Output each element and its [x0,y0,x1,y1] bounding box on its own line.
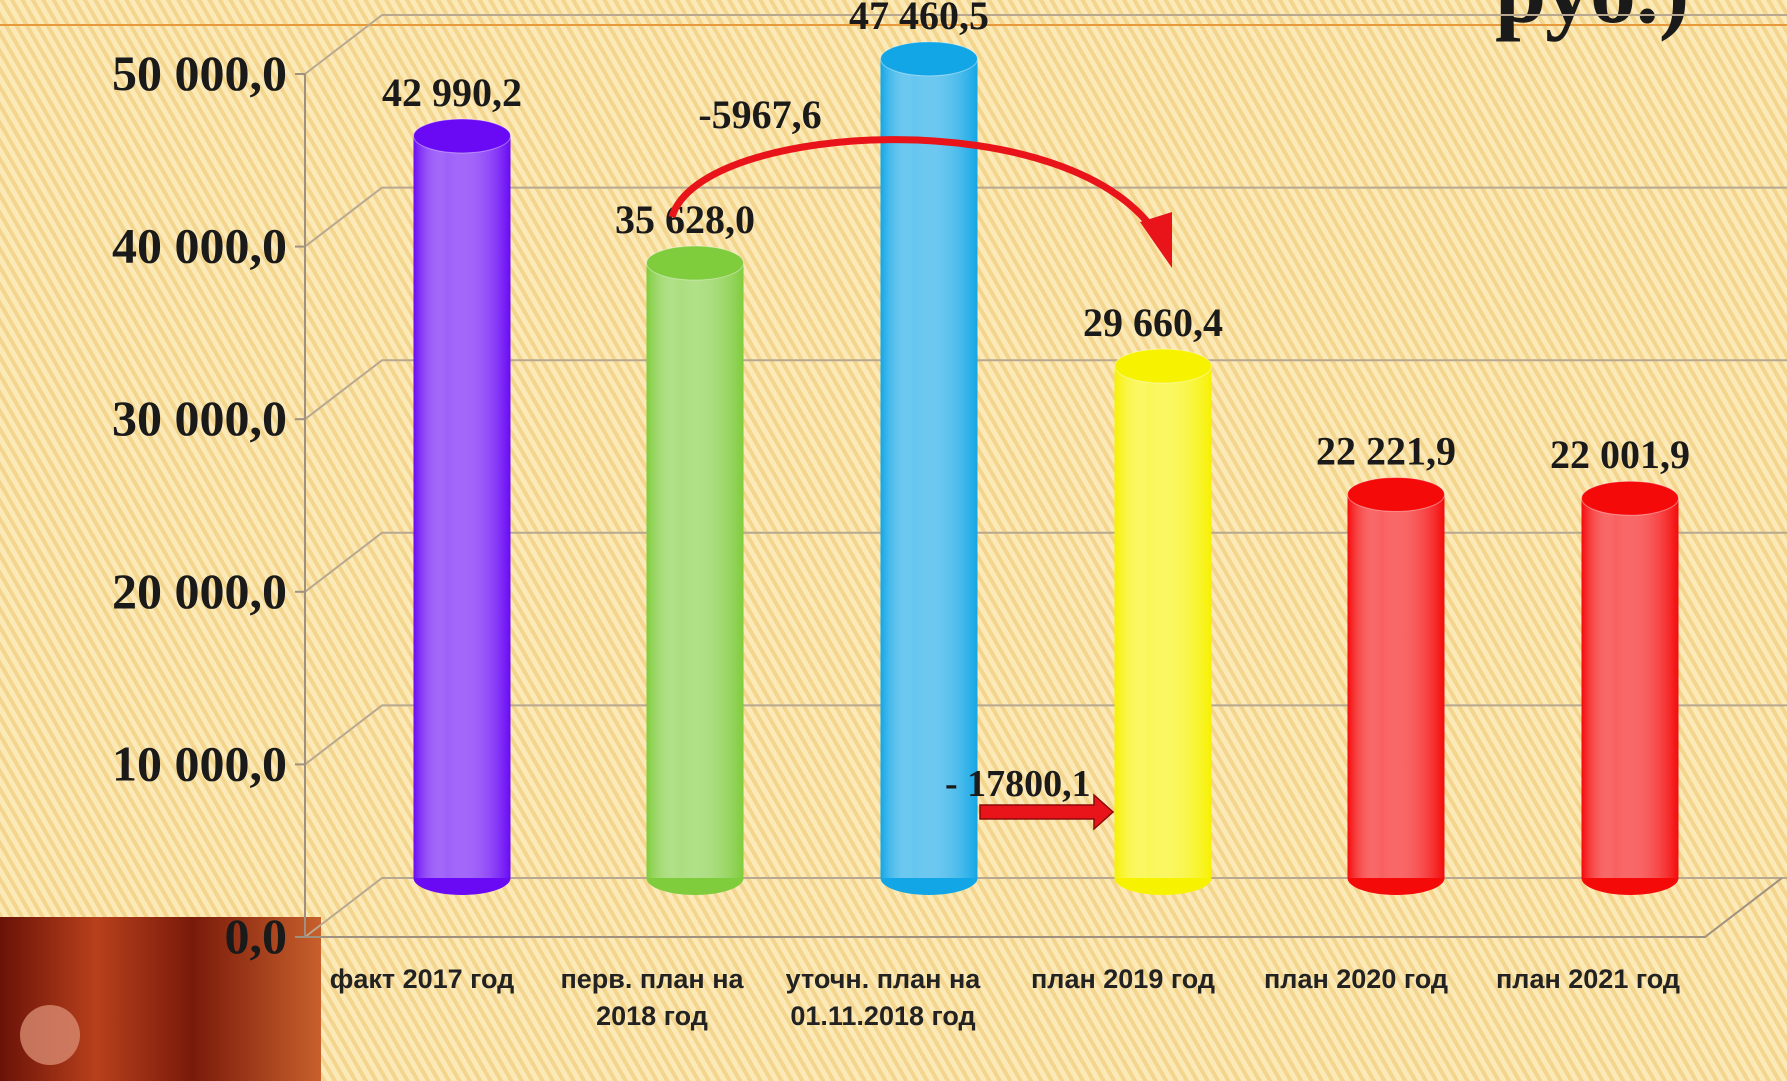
change-arrow-head [1140,212,1172,268]
grid-line [304,14,1787,75]
curtain-emblem [20,1005,80,1065]
value-label: 29 660,4 [1083,300,1223,345]
grid-line [304,704,1787,766]
bar-shade [1581,498,1679,878]
bar-top [646,245,744,281]
bar-top [1581,480,1679,516]
x-tick-label: перв. план на 2018 год [560,964,744,1031]
y-tick-label: 50 000,0 [112,45,287,101]
diff-arrow [979,793,1115,831]
value-label: 35 628,0 [615,197,755,242]
y-tick-label: 10 000,0 [112,735,287,791]
bar-shade [646,263,744,878]
x-tick-label: план 2019 год [1030,964,1216,994]
value-label: 42 990,2 [382,70,522,115]
grid-line [304,186,1787,248]
grid-line [304,531,1787,593]
y-tick-label: 40 000,0 [112,218,287,274]
bar-top [1114,348,1212,384]
grid-line [304,877,1787,938]
value-label: 22 221,9 [1316,428,1456,473]
value-label: 47 460,5 [849,0,989,38]
bar-shade [880,58,978,878]
y-tick-label: 20 000,0 [112,563,287,619]
y-tick-label: 30 000,0 [112,390,287,446]
x-tick-label: факт 2017 год [329,964,515,994]
bar-top [1347,476,1445,512]
y-tick-label: 0,0 [225,908,288,964]
bar-top [413,118,511,154]
bar-shade [1114,366,1212,878]
value-label: 22 001,9 [1550,432,1690,477]
bar-shade [1347,494,1445,878]
bar-top [880,41,978,77]
floor-edge [305,877,1783,938]
x-tick-label: план 2020 год [1263,964,1449,994]
change-arrow [668,136,1164,242]
bar-shade [413,135,511,879]
x-tick-label: план 2021 год [1495,964,1681,994]
grid-line [304,359,1787,420]
grid [304,14,1787,938]
annotation: - 17800,1 [945,763,1091,805]
chart-title: руб.) [1495,0,1689,42]
annotation: -5967,6 [698,92,821,137]
x-tick-label: уточн. план на 01.11.2018 год [785,964,981,1031]
